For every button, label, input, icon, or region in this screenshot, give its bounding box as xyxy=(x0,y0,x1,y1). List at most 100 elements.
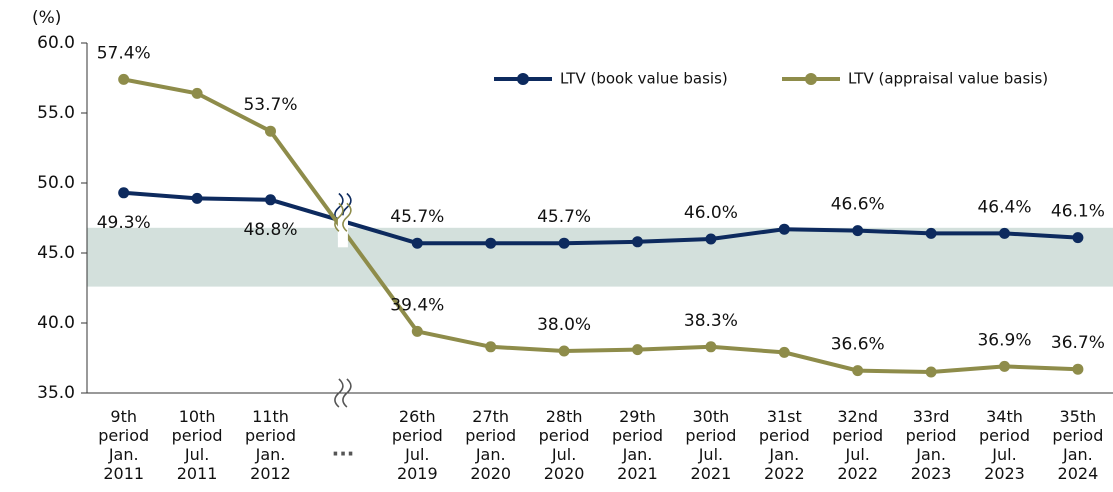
legend-label: LTV (appraisal value basis) xyxy=(848,70,1048,88)
x-tick-label-line: 2021 xyxy=(691,464,732,483)
x-tick-label-line: 2022 xyxy=(837,464,878,483)
data-label: 36.9% xyxy=(977,330,1031,350)
data-point xyxy=(558,345,570,357)
x-tick-label-line: 32nd xyxy=(837,407,878,426)
x-tick-label-line: Jan. xyxy=(768,445,799,464)
x-tick-label-line: 2019 xyxy=(397,464,438,483)
line-break-gap xyxy=(337,215,348,248)
legend-marker xyxy=(517,73,529,85)
data-point xyxy=(411,237,423,249)
data-label: 38.0% xyxy=(537,315,591,335)
x-tick-label-line: 34th xyxy=(986,407,1023,426)
data-point xyxy=(632,344,643,356)
data-point xyxy=(1072,363,1084,375)
x-tick-label-line: 30th xyxy=(693,407,730,426)
data-label: 39.4% xyxy=(390,295,444,315)
x-tick-label-line: Jul. xyxy=(845,445,870,464)
x-tick-label-line: 9th xyxy=(110,407,137,426)
x-tick-label-line: period xyxy=(245,426,296,445)
data-point xyxy=(925,227,937,239)
x-tick-label-line: Jul. xyxy=(551,445,576,464)
x-tick-label-line: 2011 xyxy=(177,464,218,483)
data-label: 46.0% xyxy=(684,203,738,223)
legend-marker xyxy=(805,73,817,85)
x-tick-label-line: period xyxy=(172,426,223,445)
data-label: 49.3% xyxy=(97,213,151,233)
x-tick-label-line: 2022 xyxy=(764,464,805,483)
y-tick-label: 35.0 xyxy=(37,383,75,403)
data-label: 36.7% xyxy=(1051,333,1105,353)
x-tick-label-line: period xyxy=(1052,426,1103,445)
x-tick-label-line: period xyxy=(612,426,663,445)
x-tick-label-line: period xyxy=(98,426,149,445)
legend-label: LTV (book value basis) xyxy=(560,70,728,88)
data-point xyxy=(118,187,130,199)
y-unit-label: (%) xyxy=(32,8,61,28)
x-tick-label: 32nd period Jul. 2022 xyxy=(832,407,883,483)
data-point xyxy=(485,237,497,249)
data-point xyxy=(705,233,717,245)
x-tick-label: 31st period Jan. 2022 xyxy=(759,407,810,483)
data-point xyxy=(705,341,717,353)
x-tick-label-line: Jan. xyxy=(255,445,286,464)
x-tick-label-line: 11th xyxy=(252,407,289,426)
x-tick-label-line: 35th xyxy=(1060,407,1097,426)
x-tick-label-line: 10th xyxy=(179,407,216,426)
y-tick-label: 50.0 xyxy=(37,173,75,193)
data-label: 36.6% xyxy=(831,335,885,355)
x-tick-label: 29th period Jan. 2021 xyxy=(612,407,663,483)
data-point xyxy=(778,346,790,358)
x-tick-label-line: Jul. xyxy=(404,445,429,464)
x-tick-label: 30th period Jul. 2021 xyxy=(685,407,736,483)
data-point xyxy=(999,360,1010,372)
x-tick-label: 27th period Jan. 2020 xyxy=(465,407,516,483)
data-point xyxy=(191,192,203,204)
data-label: 57.4% xyxy=(97,43,151,63)
x-tick-label: 35th period Jan. 2024 xyxy=(1052,407,1103,483)
x-tick-label-line: period xyxy=(759,426,810,445)
x-tick-label-line: 2023 xyxy=(984,464,1025,483)
x-tick-label-line: Jul. xyxy=(184,445,209,464)
data-point xyxy=(852,365,864,377)
x-tick-label-line: period xyxy=(392,426,443,445)
data-label: 46.1% xyxy=(1051,202,1105,222)
x-tick-label: 9th period Jan. 2011 xyxy=(98,407,149,483)
data-point xyxy=(558,237,570,249)
data-point xyxy=(925,366,937,378)
gap-label: ... xyxy=(332,437,355,461)
target-band xyxy=(87,227,1113,287)
x-tick-label-line: 26th xyxy=(399,407,436,426)
x-tick-label-line: Jul. xyxy=(698,445,723,464)
x-tick-label-line: Jan. xyxy=(915,445,946,464)
x-tick-label-line: Jan. xyxy=(475,445,506,464)
data-label: 48.8% xyxy=(243,220,297,240)
x-tick-label-line: Jul. xyxy=(991,445,1016,464)
x-tick-label-line: 28th xyxy=(546,407,583,426)
data-label: 46.6% xyxy=(831,195,885,215)
data-point xyxy=(118,73,130,85)
data-point xyxy=(265,125,276,137)
x-tick-label-line: 2011 xyxy=(103,464,144,483)
x-tick-label: 11th period Jan. 2012 xyxy=(245,407,296,483)
x-tick-label-line: period xyxy=(685,426,736,445)
data-point xyxy=(632,236,643,248)
x-tick-label-line: 2020 xyxy=(470,464,511,483)
data-point xyxy=(999,227,1010,239)
y-tick-label: 45.0 xyxy=(37,243,75,263)
data-point xyxy=(778,223,790,235)
x-tick-label: 33rd period Jan. 2023 xyxy=(906,407,957,483)
x-tick-label-line: 31st xyxy=(767,407,802,426)
x-tick-label: 10th period Jul. 2011 xyxy=(172,407,223,483)
x-tick-label-line: 2024 xyxy=(1058,464,1099,483)
x-tick-label-line: 2021 xyxy=(617,464,658,483)
data-point xyxy=(411,325,423,337)
x-tick-label-line: 29th xyxy=(619,407,656,426)
x-tick-label: 34th period Jul. 2023 xyxy=(979,407,1030,483)
x-tick-label-line: 2023 xyxy=(911,464,952,483)
x-tick-label-line: period xyxy=(832,426,883,445)
x-tick-label-line: period xyxy=(979,426,1030,445)
x-tick-label-line: Jan. xyxy=(622,445,653,464)
data-point xyxy=(852,225,864,237)
x-tick-label-line: period xyxy=(906,426,957,445)
